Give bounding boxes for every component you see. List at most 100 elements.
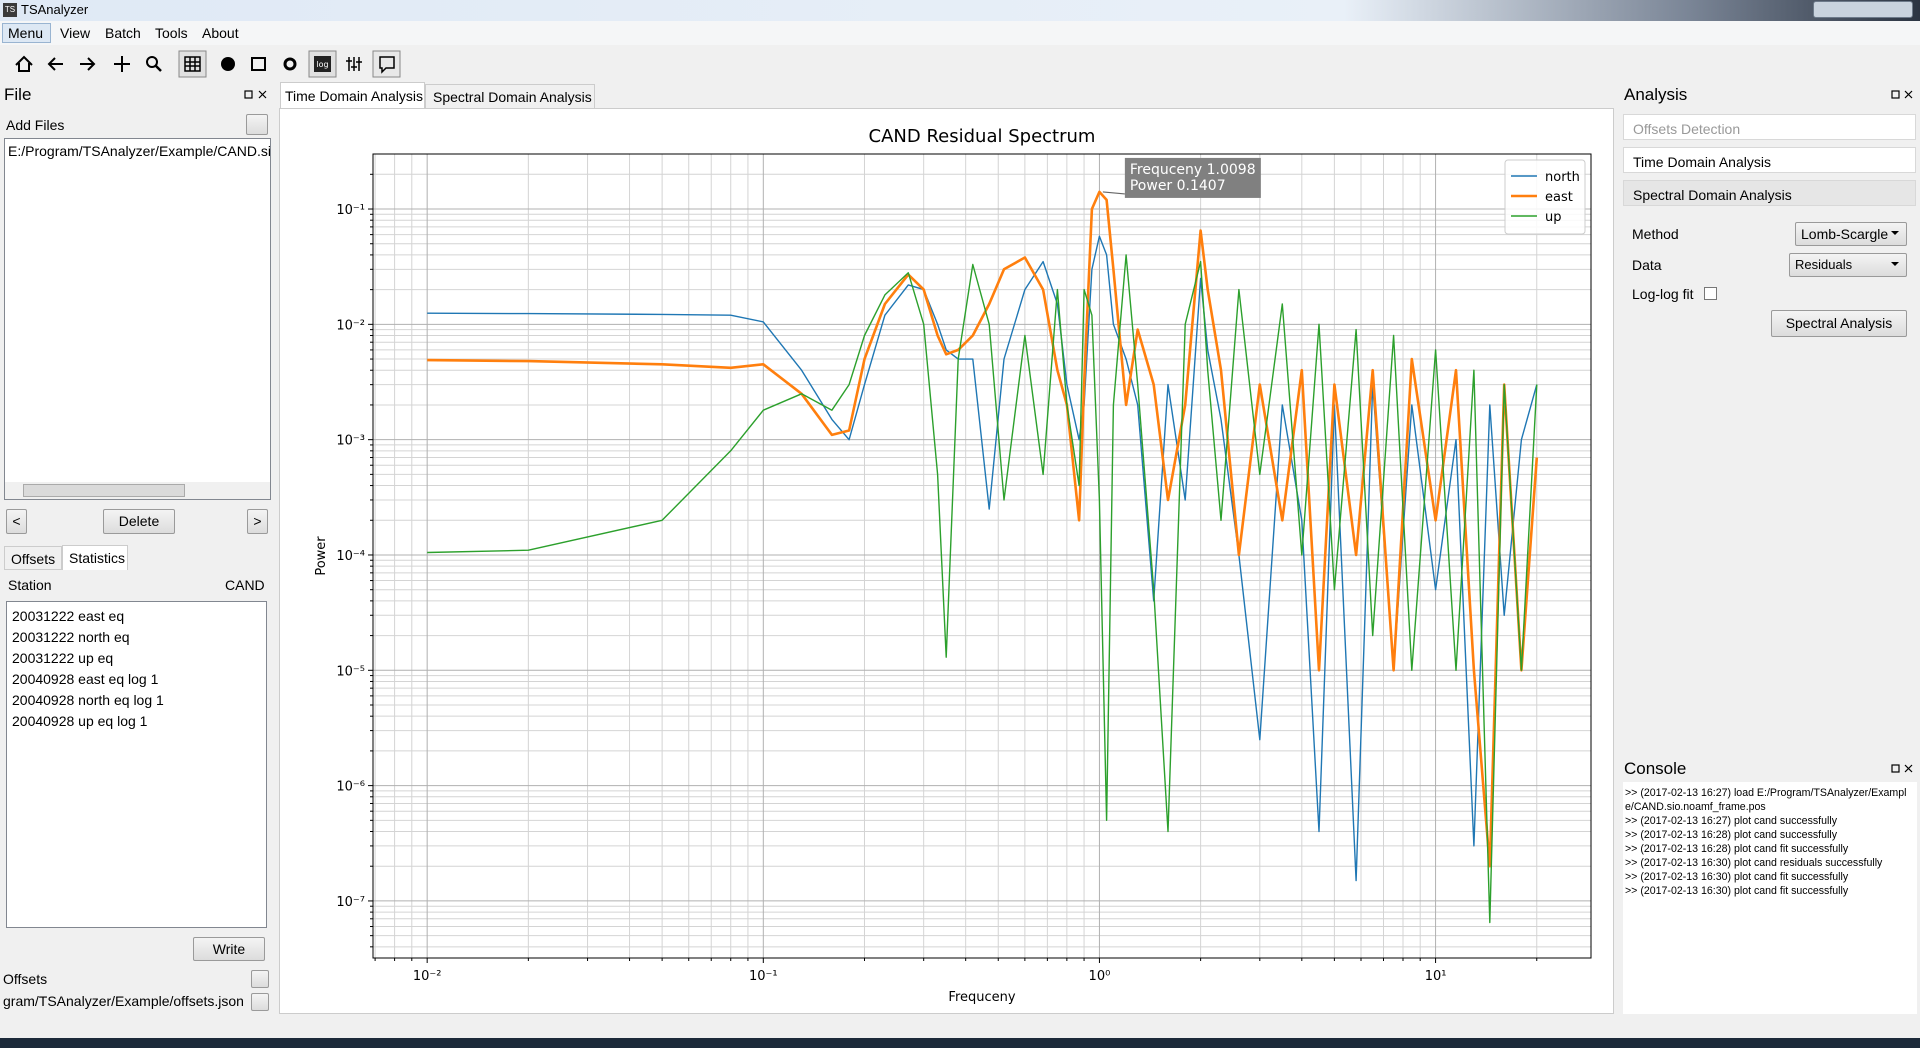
add-files-button[interactable] <box>246 114 268 135</box>
annotation-box <box>1124 157 1261 198</box>
console-line: >> (2017-02-13 16:30) plot cand residual… <box>1625 857 1883 869</box>
select-arrows <box>1891 231 1899 266</box>
back-icon[interactable] <box>47 57 63 71</box>
section[interactable]: Time Domain Analysis <box>1623 147 1916 173</box>
legend-label: up <box>1545 210 1562 225</box>
console-line: >> (2017-02-13 16:28) plot cand successf… <box>1625 829 1838 841</box>
y-tick-label: 10⁻² <box>336 318 365 333</box>
x-tick-label: 10¹ <box>1425 969 1447 984</box>
label: Offsets <box>3 971 48 987</box>
section[interactable]: Offsets Detection <box>1623 114 1916 140</box>
loglog-checkbox[interactable] <box>1704 287 1717 300</box>
chart-panel <box>279 108 1614 1014</box>
plot-frame <box>372 153 1592 959</box>
console-line: >> (2017-02-13 16:27) plot cand successf… <box>1625 815 1838 827</box>
menu-item[interactable]: Tools <box>155 25 188 41</box>
spectral-analysis-button[interactable]: Spectral Analysis <box>1771 310 1907 337</box>
tab-active[interactable]: Statistics <box>62 545 128 570</box>
series-line <box>427 190 1539 868</box>
y-tick-label: 10⁻¹ <box>336 203 365 218</box>
title-bar: TS TSAnalyzer <box>0 0 1920 21</box>
write-button[interactable]: Write <box>193 937 265 961</box>
offset-item[interactable]: 20040928 north eq log 1 <box>12 692 164 708</box>
toolbar: log <box>15 50 401 78</box>
dock-title: Console <box>1624 759 1687 778</box>
settings-icon[interactable] <box>283 57 297 71</box>
window-controls[interactable] <box>1813 1 1913 18</box>
dock-title: File <box>4 85 32 104</box>
tab[interactable]: Offsets <box>4 546 62 570</box>
tab-active[interactable]: Time Domain Analysis <box>280 82 425 109</box>
offsets-file: gram/TSAnalyzer/Example/offsets.json <box>3 993 244 1009</box>
y-tick-label: 10⁻⁷ <box>336 895 365 910</box>
menu-item[interactable]: About <box>202 25 239 41</box>
station-value: CAND <box>225 577 265 593</box>
menu-item[interactable]: Batch <box>105 25 141 41</box>
label: Station <box>8 577 52 593</box>
app-icon: TS <box>3 3 17 17</box>
delete-icon-button[interactable] <box>251 993 269 1011</box>
label: Log-log fit <box>1632 286 1694 302</box>
label: Method <box>1632 226 1679 242</box>
dock-title: Analysis <box>1624 85 1688 104</box>
y-tick-label: 10⁻³ <box>336 434 365 449</box>
console: >> (2017-02-13 16:27) load E:/Program/TS… <box>1623 782 1917 1014</box>
adjust-icon[interactable] <box>346 57 362 71</box>
menu-item[interactable]: Menu <box>8 25 44 41</box>
next-button[interactable]: > <box>247 509 268 534</box>
y-tick-label: 10⁻⁵ <box>336 664 365 679</box>
grid-button[interactable] <box>178 50 207 78</box>
annotation-text: Power 0.1407 <box>1130 178 1226 194</box>
offset-item[interactable]: 20040928 east eq log 1 <box>12 671 159 687</box>
y-tick-label: 10⁻⁶ <box>336 780 365 795</box>
chart-title: CAND Residual Spectrum <box>869 126 1096 147</box>
log-icon <box>314 56 331 72</box>
x-tick-label: 10⁻² <box>413 969 442 984</box>
chart: 10⁻² 10⁻¹ 10⁰ 10¹ 10⁻⁷ 10⁻⁶ 10⁻⁵ 10⁻⁴ 10⁻³ 10⁻² 10… <box>314 126 1592 1005</box>
offset-item[interactable]: 20031222 up eq <box>12 650 114 666</box>
log-icon-label: log <box>316 60 328 69</box>
pan-icon[interactable] <box>114 56 130 72</box>
annotate-icon <box>379 56 395 74</box>
section-active[interactable]: Spectral Domain Analysis <box>1623 180 1916 206</box>
series-line <box>427 254 1538 924</box>
window-title: TSAnalyzer <box>21 2 89 17</box>
menu-bar: Menu View Batch Tools About <box>0 21 1920 45</box>
console-lines: >> (2017-02-13 16:27) load E:/Program/TS… <box>1625 786 1911 898</box>
menu-highlight <box>2 23 51 43</box>
annotation-text: Frequceny 1.0098 <box>1130 162 1256 178</box>
console-line: >> (2017-02-13 16:28) plot cand fit succ… <box>1625 843 1849 855</box>
offsets-icon-button[interactable] <box>251 970 269 988</box>
method-select[interactable]: Lomb-Scargle <box>1795 222 1907 246</box>
annotate-button[interactable] <box>372 50 401 78</box>
home-icon[interactable] <box>15 55 33 72</box>
forward-icon[interactable] <box>80 57 96 71</box>
h-scrollbar[interactable] <box>5 482 270 499</box>
tab[interactable]: Spectral Domain Analysis <box>425 84 595 109</box>
chart-group: 10⁻² 10⁻¹ 10⁰ 10¹ 10⁻⁷ 10⁻⁶ 10⁻⁵ 10⁻⁴ 10⁻³ 10⁻² 10… <box>314 126 1592 1005</box>
x-tick-label: 10⁻¹ <box>749 969 778 984</box>
menu-item[interactable]: View <box>60 25 91 41</box>
prev-button[interactable]: < <box>6 509 27 534</box>
offset-list: 20031222 east eq 20031222 north eq 20031… <box>6 601 267 928</box>
image-icon[interactable] <box>251 57 266 71</box>
offset-item[interactable]: 20031222 north eq <box>12 629 130 645</box>
scroll-thumb[interactable] <box>23 484 185 497</box>
legend-label: north <box>1545 170 1580 185</box>
data-select[interactable]: Residuals <box>1789 253 1907 277</box>
zoom-icon[interactable] <box>146 56 162 72</box>
file-item[interactable]: E:/Program/TSAnalyzer/Example/CAND.sic <box>8 143 271 159</box>
y-axis-label: Power <box>314 536 329 576</box>
file-list: E:/Program/TSAnalyzer/Example/CAND.sic <box>4 138 271 500</box>
x-tick-label: 10⁰ <box>1089 969 1111 984</box>
y-tick-label: 10⁻⁴ <box>336 549 365 564</box>
label: Data <box>1632 257 1662 273</box>
offset-item[interactable]: 20031222 east eq <box>12 608 125 624</box>
delete-button[interactable]: Delete <box>103 509 175 534</box>
color-icon[interactable] <box>221 57 235 71</box>
legend-label: east <box>1545 190 1573 205</box>
console-line: >> (2017-02-13 16:30) plot cand fit succ… <box>1625 885 1849 897</box>
grid-icon <box>184 56 201 72</box>
taskbar <box>0 1038 1920 1048</box>
offset-item[interactable]: 20040928 up eq log 1 <box>12 713 148 729</box>
